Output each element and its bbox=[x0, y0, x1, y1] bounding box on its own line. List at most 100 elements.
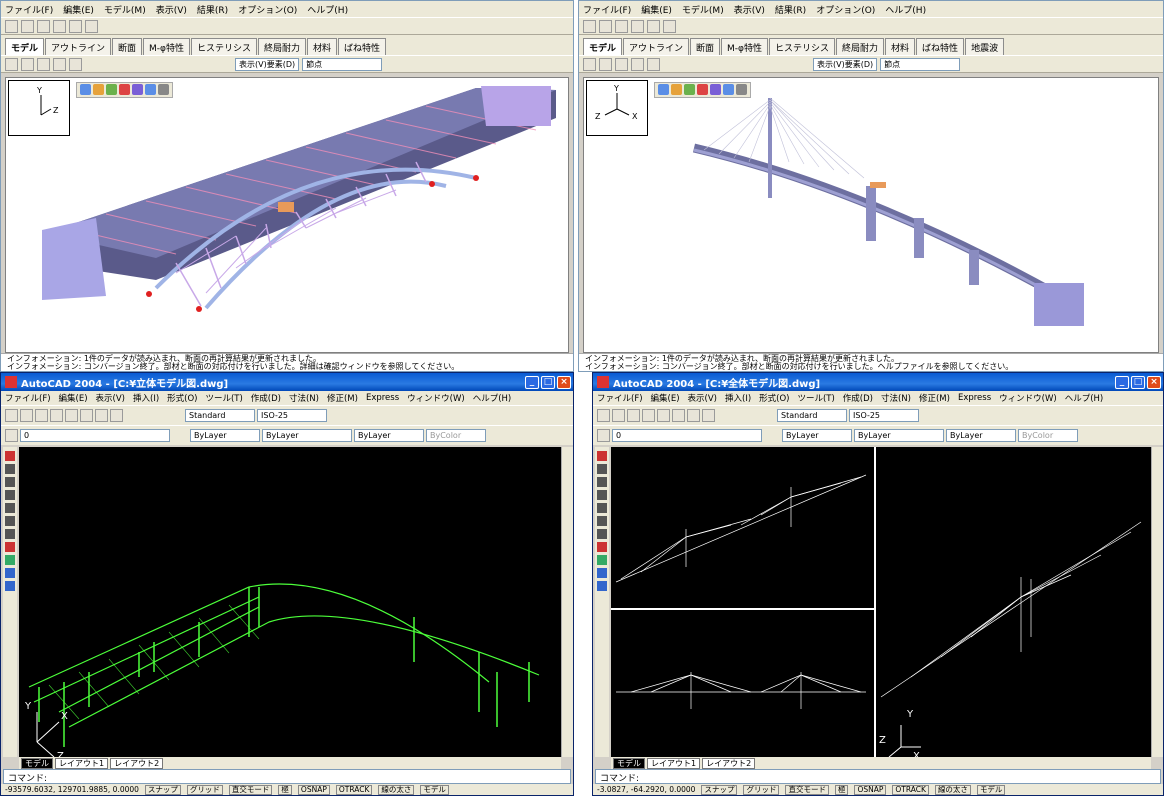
tab-layout2[interactable]: レイアウト2 bbox=[702, 757, 756, 769]
save-icon[interactable] bbox=[21, 19, 34, 33]
menu-model[interactable]: モデル(M) bbox=[681, 5, 724, 16]
model-toggle[interactable]: モデル bbox=[976, 784, 1006, 795]
save-icon[interactable] bbox=[627, 409, 640, 422]
insert-block-icon[interactable] bbox=[5, 555, 15, 565]
drawing-area[interactable]: Y X Z bbox=[19, 447, 561, 762]
polygon-tool-icon[interactable] bbox=[5, 490, 15, 500]
node-icon[interactable] bbox=[599, 57, 612, 71]
menu-tools[interactable]: ツール(T) bbox=[205, 394, 243, 404]
polyline-tool-icon[interactable] bbox=[597, 477, 607, 487]
lineweight-toggle[interactable]: 線の太さ bbox=[378, 784, 415, 795]
hatch-tool-icon[interactable] bbox=[597, 568, 607, 578]
menu-result[interactable]: 結果(R) bbox=[196, 5, 229, 16]
plotstyle-select[interactable]: ByColor bbox=[426, 429, 486, 442]
osnap-toggle[interactable]: OSNAP bbox=[854, 784, 887, 795]
color-select[interactable]: ByLayer bbox=[190, 429, 260, 442]
menu-draw[interactable]: 作成(D) bbox=[842, 394, 873, 404]
pan-icon[interactable] bbox=[93, 84, 104, 95]
node-combo[interactable]: 節点 bbox=[302, 57, 383, 71]
fit-icon[interactable] bbox=[697, 84, 708, 95]
spline-tool-icon[interactable] bbox=[597, 542, 607, 552]
view-side-icon[interactable] bbox=[145, 84, 156, 95]
redo-icon[interactable] bbox=[69, 19, 82, 33]
layer-manager-icon[interactable] bbox=[5, 429, 18, 442]
tab-hysteresis[interactable]: ヒステリシス bbox=[769, 38, 836, 55]
text-style-select[interactable]: Standard bbox=[777, 409, 847, 422]
dim-style-select[interactable]: ISO-25 bbox=[257, 409, 327, 422]
arc-tool-icon[interactable] bbox=[597, 516, 607, 526]
tab-model[interactable]: モデル bbox=[21, 757, 53, 769]
menu-model[interactable]: モデル(M) bbox=[103, 5, 146, 16]
layer-select[interactable]: 0 bbox=[20, 429, 170, 442]
menu-edit[interactable]: 編集(E) bbox=[650, 394, 680, 404]
model-viewport[interactable]: Y Z bbox=[5, 77, 569, 353]
rotate-icon[interactable] bbox=[80, 84, 91, 95]
vertical-scrollbar[interactable] bbox=[561, 447, 573, 757]
tab-hysteresis[interactable]: ヒステリシス bbox=[191, 38, 258, 55]
model-toggle[interactable]: モデル bbox=[420, 784, 449, 795]
menu-edit[interactable]: 編集(E) bbox=[63, 5, 94, 16]
xline-tool-icon[interactable] bbox=[597, 464, 607, 474]
menu-file[interactable]: ファイル(F) bbox=[5, 394, 51, 404]
open-icon[interactable] bbox=[20, 409, 33, 422]
menu-help[interactable]: ヘルプ(H) bbox=[472, 394, 512, 404]
menu-insert[interactable]: 挿入(I) bbox=[133, 394, 160, 404]
more-icon[interactable] bbox=[736, 84, 747, 95]
menu-option[interactable]: オプション(O) bbox=[238, 5, 298, 16]
view-front-icon[interactable] bbox=[132, 84, 143, 95]
menu-help[interactable]: ヘルプ(H) bbox=[885, 5, 927, 16]
more-icon[interactable] bbox=[158, 84, 169, 95]
save-icon[interactable] bbox=[35, 409, 48, 422]
lineweight-select[interactable]: ByLayer bbox=[354, 429, 424, 442]
print-icon[interactable] bbox=[37, 19, 50, 33]
menu-modify[interactable]: 修正(M) bbox=[326, 394, 358, 404]
tab-seismic[interactable]: 地震波 bbox=[965, 38, 1005, 55]
insert-block-icon[interactable] bbox=[597, 555, 607, 565]
ortho-toggle[interactable]: 直交モード bbox=[228, 784, 273, 795]
close-button[interactable]: × bbox=[1147, 375, 1161, 389]
member-icon[interactable] bbox=[631, 57, 644, 71]
zoom-icon[interactable] bbox=[702, 409, 715, 422]
maximize-button[interactable]: □ bbox=[541, 375, 555, 389]
tab-ultimate[interactable]: 終局耐力 bbox=[836, 38, 885, 55]
minimize-button[interactable]: _ bbox=[525, 375, 539, 389]
print-icon[interactable] bbox=[50, 409, 63, 422]
new-icon[interactable] bbox=[597, 409, 610, 422]
vertical-scrollbar[interactable] bbox=[1151, 447, 1163, 757]
text-tool-icon[interactable] bbox=[597, 581, 607, 591]
text-tool-icon[interactable] bbox=[5, 581, 15, 591]
line-icon[interactable] bbox=[37, 57, 50, 71]
menu-format[interactable]: 形式(O) bbox=[167, 394, 198, 404]
polar-toggle[interactable]: 極 bbox=[834, 784, 849, 795]
tab-m-phi[interactable]: M-φ特性 bbox=[143, 38, 190, 55]
node-combo[interactable]: 節点 bbox=[880, 57, 961, 71]
snap-toggle[interactable]: スナップ bbox=[701, 784, 738, 795]
otrack-toggle[interactable]: OTRACK bbox=[335, 784, 373, 795]
ortho-toggle[interactable]: 直交モード bbox=[785, 784, 829, 795]
tab-layout1[interactable]: レイアウト1 bbox=[55, 757, 109, 769]
cut-icon[interactable] bbox=[657, 409, 670, 422]
undo-icon[interactable] bbox=[95, 409, 108, 422]
view-side-icon[interactable] bbox=[723, 84, 734, 95]
open-icon[interactable] bbox=[612, 409, 625, 422]
copy-icon[interactable] bbox=[672, 409, 685, 422]
menu-view[interactable]: 表示(V) bbox=[687, 394, 717, 404]
tab-material[interactable]: 材料 bbox=[307, 38, 338, 55]
menu-view[interactable]: 表示(V) bbox=[733, 5, 765, 16]
lineweight-select[interactable]: ByLayer bbox=[946, 429, 1016, 442]
tab-outline[interactable]: アウトライン bbox=[45, 38, 112, 55]
osnap-toggle[interactable]: OSNAP bbox=[297, 784, 330, 795]
menu-modify[interactable]: 修正(M) bbox=[918, 394, 950, 404]
tab-spring[interactable]: ばね特性 bbox=[916, 38, 965, 55]
menu-express[interactable]: Express bbox=[957, 393, 992, 403]
dim-style-select[interactable]: ISO-25 bbox=[849, 409, 919, 422]
grid-icon[interactable] bbox=[69, 57, 82, 71]
open-icon[interactable] bbox=[5, 19, 18, 33]
cut-icon[interactable] bbox=[65, 409, 78, 422]
polar-toggle[interactable]: 極 bbox=[278, 784, 292, 795]
grid-toggle[interactable]: グリッド bbox=[186, 784, 223, 795]
zoom-icon[interactable] bbox=[684, 84, 695, 95]
menu-view[interactable]: 表示(V) bbox=[155, 5, 187, 16]
select-icon[interactable] bbox=[583, 57, 596, 71]
tab-material[interactable]: 材料 bbox=[885, 38, 916, 55]
